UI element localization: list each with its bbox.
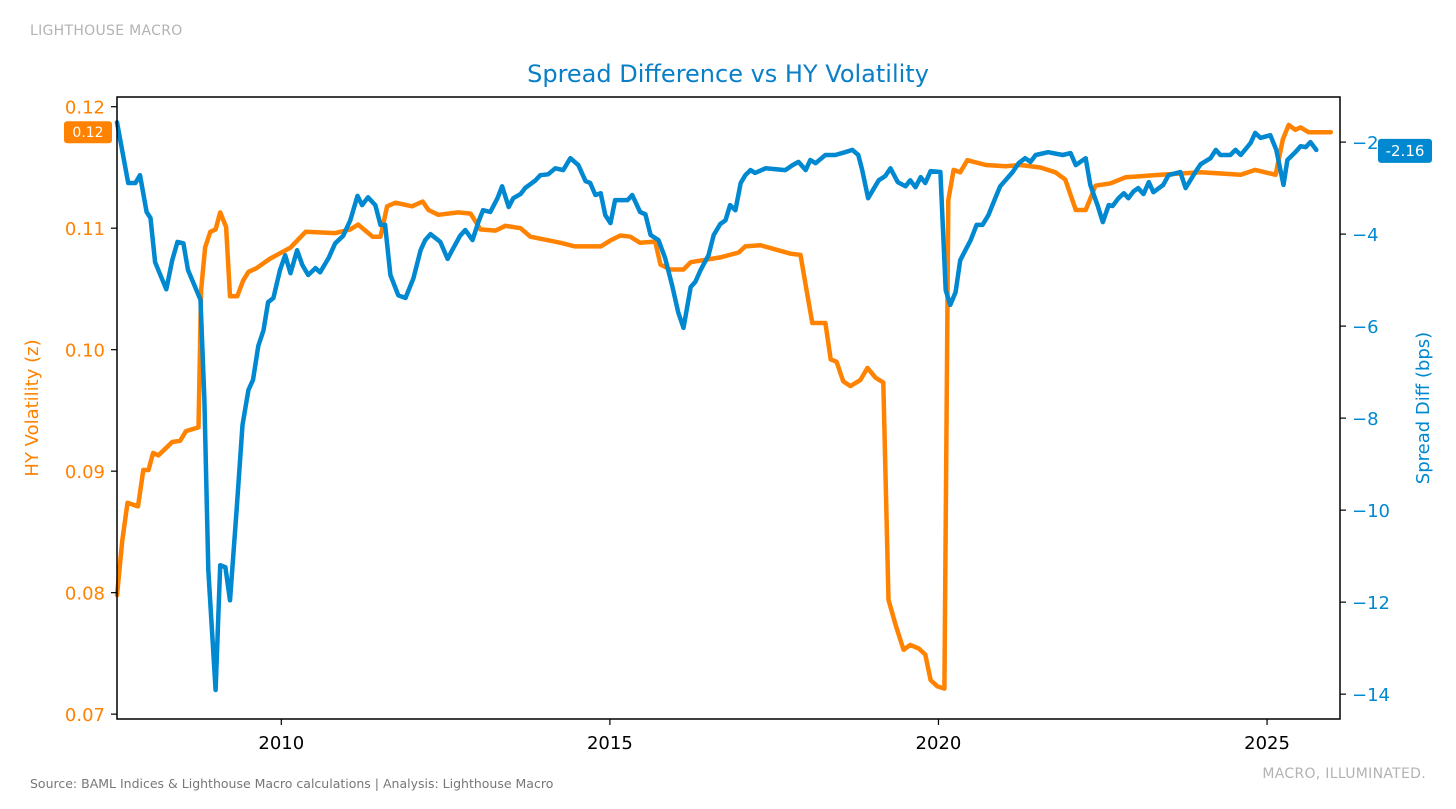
- last-value-badge-left: [64, 121, 112, 144]
- y-tick-label-left: 0.07: [65, 705, 105, 726]
- last-value-label-left: 0.12: [72, 125, 103, 141]
- series-layer: [114, 120, 1334, 693]
- y-tick-label-left: 0.10: [65, 341, 105, 362]
- source-note: Source: BAML Indices & Lighthouse Macro …: [30, 776, 554, 791]
- y-tick-label-right: −8: [1352, 409, 1379, 430]
- hy-volatility-line: [114, 122, 1334, 691]
- y-tick-label-right: −14: [1352, 685, 1390, 706]
- x-tick-label: 2020: [916, 733, 962, 754]
- y-tick-label-left: 0.08: [65, 584, 105, 605]
- y-tick-label-left: 0.09: [65, 462, 105, 483]
- brand-label: LIGHTHOUSE MACRO: [30, 23, 183, 39]
- chart-title: Spread Difference vs HY Volatility: [527, 60, 929, 88]
- y-tick-label-right: −6: [1352, 317, 1379, 338]
- y-tick-label-left: 0.11: [65, 219, 105, 240]
- y-axis-label-right: Spread Diff (bps): [1413, 332, 1434, 484]
- x-tick-label: 2010: [258, 733, 304, 754]
- y-tick-label-right: −2: [1352, 133, 1379, 154]
- x-tick-label: 2015: [587, 733, 633, 754]
- last-value-label-right: -2.16: [1386, 142, 1425, 160]
- y-tick-label-right: −4: [1352, 225, 1379, 246]
- plot-frame: [116, 96, 1341, 720]
- x-tick-label: 2025: [1244, 733, 1290, 754]
- y-tick-label-right: −10: [1352, 501, 1390, 522]
- last-value-badge-right: [1378, 138, 1432, 163]
- y-tick-label-right: −12: [1352, 593, 1390, 614]
- label-layer: 0.12 -2.16: [64, 121, 1432, 163]
- y-tick-label-left: 0.12: [65, 98, 105, 119]
- spread-diff-line: [114, 120, 1319, 693]
- axes-layer: 2010 2015 2020 2025 0.07 0.08 0.09 0.10 0.11 0.12…: [65, 98, 1390, 754]
- tagline: MACRO, ILLUMINATED.: [1262, 766, 1426, 782]
- y-axis-label-left: HY Volatility (z): [22, 339, 43, 476]
